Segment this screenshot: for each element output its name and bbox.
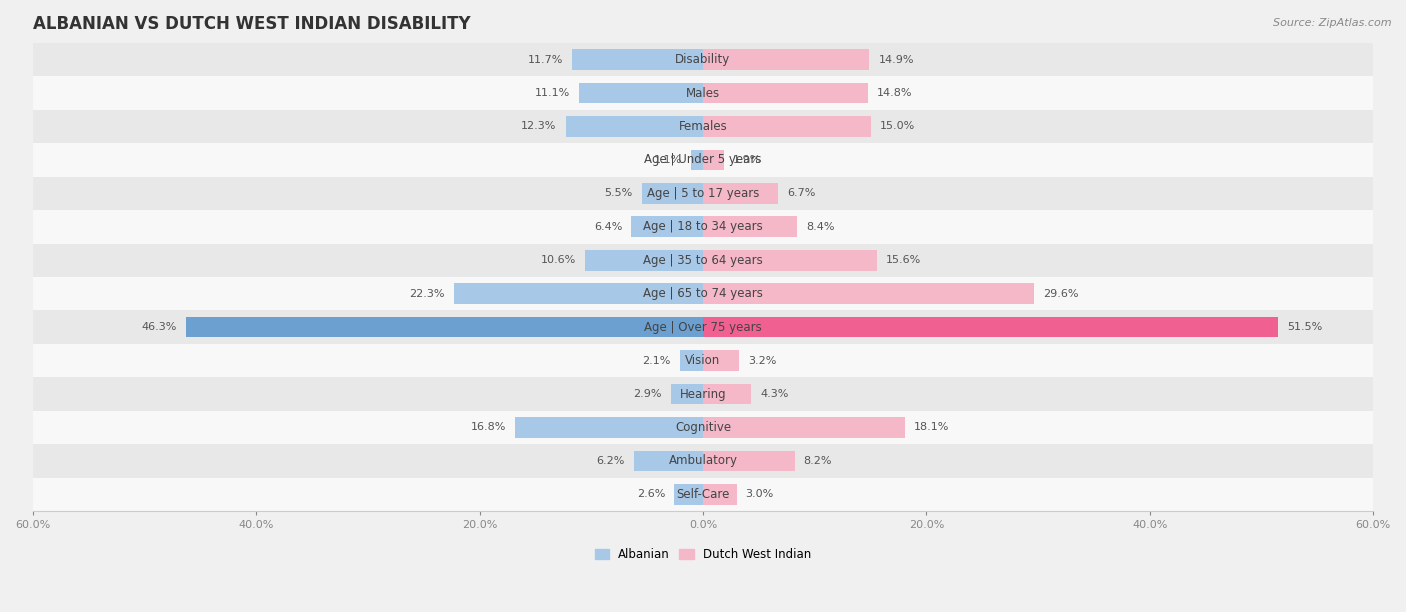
Bar [32,76,1374,110]
Bar [186,317,703,337]
Text: 4.3%: 4.3% [761,389,789,399]
Text: Females: Females [679,120,727,133]
Text: 8.4%: 8.4% [806,222,834,232]
Bar [32,344,1374,377]
Bar [32,177,1374,210]
Text: Age | 65 to 74 years: Age | 65 to 74 years [643,287,763,300]
Bar [32,110,1374,143]
Bar [641,183,703,204]
Text: Age | 35 to 64 years: Age | 35 to 64 years [643,254,763,267]
Text: 29.6%: 29.6% [1043,289,1078,299]
Bar [703,450,794,471]
Bar [703,350,738,371]
Text: 2.9%: 2.9% [633,389,662,399]
Bar [703,116,870,137]
Bar [32,477,1374,511]
Text: 15.0%: 15.0% [880,122,915,132]
Bar [585,250,703,271]
Bar [690,149,703,170]
Text: 10.6%: 10.6% [540,255,575,265]
Bar [579,83,703,103]
Bar [703,217,797,237]
Text: 51.5%: 51.5% [1288,322,1323,332]
Text: Vision: Vision [685,354,721,367]
Text: Age | 18 to 34 years: Age | 18 to 34 years [643,220,763,233]
Bar [32,310,1374,344]
Text: 12.3%: 12.3% [522,122,557,132]
Legend: Albanian, Dutch West Indian: Albanian, Dutch West Indian [591,543,815,566]
Bar [703,149,724,170]
Text: 6.7%: 6.7% [787,188,815,198]
Text: 8.2%: 8.2% [804,456,832,466]
Bar [32,377,1374,411]
Bar [454,283,703,304]
Text: 2.6%: 2.6% [637,490,665,499]
Text: Males: Males [686,86,720,100]
Text: ALBANIAN VS DUTCH WEST INDIAN DISABILITY: ALBANIAN VS DUTCH WEST INDIAN DISABILITY [32,15,470,33]
Text: Cognitive: Cognitive [675,421,731,434]
Text: 6.2%: 6.2% [596,456,624,466]
Text: 2.1%: 2.1% [643,356,671,365]
Text: 46.3%: 46.3% [142,322,177,332]
Text: Age | Over 75 years: Age | Over 75 years [644,321,762,334]
Bar [703,317,1278,337]
Text: 15.6%: 15.6% [886,255,921,265]
Text: 3.0%: 3.0% [745,490,773,499]
Bar [32,244,1374,277]
Bar [703,83,869,103]
Bar [631,217,703,237]
Bar [32,210,1374,244]
Text: Ambulatory: Ambulatory [668,454,738,468]
Bar [673,484,703,505]
Text: 18.1%: 18.1% [914,422,949,433]
Text: Self-Care: Self-Care [676,488,730,501]
Bar [703,49,869,70]
Bar [32,277,1374,310]
Text: Age | Under 5 years: Age | Under 5 years [644,154,762,166]
Text: 16.8%: 16.8% [471,422,506,433]
Bar [32,444,1374,477]
Bar [515,417,703,438]
Bar [703,484,737,505]
Bar [703,283,1033,304]
Bar [565,116,703,137]
Text: 5.5%: 5.5% [605,188,633,198]
Bar [634,450,703,471]
Bar [32,411,1374,444]
Bar [32,143,1374,177]
Bar [572,49,703,70]
Text: 11.7%: 11.7% [529,54,564,65]
Text: 3.2%: 3.2% [748,356,776,365]
Text: 14.9%: 14.9% [879,54,914,65]
Text: 22.3%: 22.3% [409,289,444,299]
Text: 11.1%: 11.1% [534,88,569,98]
Text: 1.1%: 1.1% [654,155,682,165]
Bar [703,384,751,405]
Bar [703,183,778,204]
Text: Hearing: Hearing [679,387,727,400]
Text: Source: ZipAtlas.com: Source: ZipAtlas.com [1274,18,1392,28]
Text: 6.4%: 6.4% [595,222,623,232]
Bar [32,43,1374,76]
Text: 1.9%: 1.9% [733,155,762,165]
Text: 14.8%: 14.8% [877,88,912,98]
Bar [703,417,905,438]
Bar [679,350,703,371]
Text: Age | 5 to 17 years: Age | 5 to 17 years [647,187,759,200]
Bar [703,250,877,271]
Bar [671,384,703,405]
Text: Disability: Disability [675,53,731,66]
